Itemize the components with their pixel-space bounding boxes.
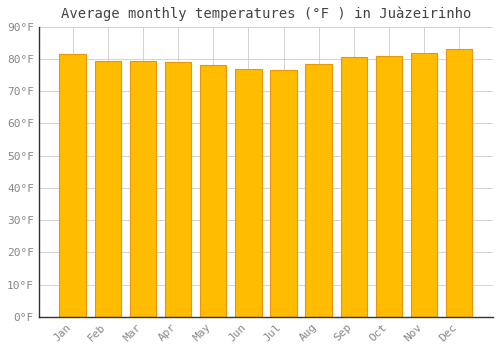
Bar xyxy=(306,64,332,317)
Bar xyxy=(235,69,262,317)
Bar xyxy=(411,52,438,317)
Bar xyxy=(60,54,86,317)
Bar xyxy=(94,61,121,317)
Title: Average monthly temperatures (°F ) in Juàzeirinho: Average monthly temperatures (°F ) in Ju… xyxy=(60,7,471,21)
Bar xyxy=(340,57,367,317)
Bar xyxy=(376,56,402,317)
Bar xyxy=(446,49,472,317)
Bar xyxy=(200,65,226,317)
Bar xyxy=(270,70,296,317)
Bar xyxy=(165,62,191,317)
Bar xyxy=(130,61,156,317)
